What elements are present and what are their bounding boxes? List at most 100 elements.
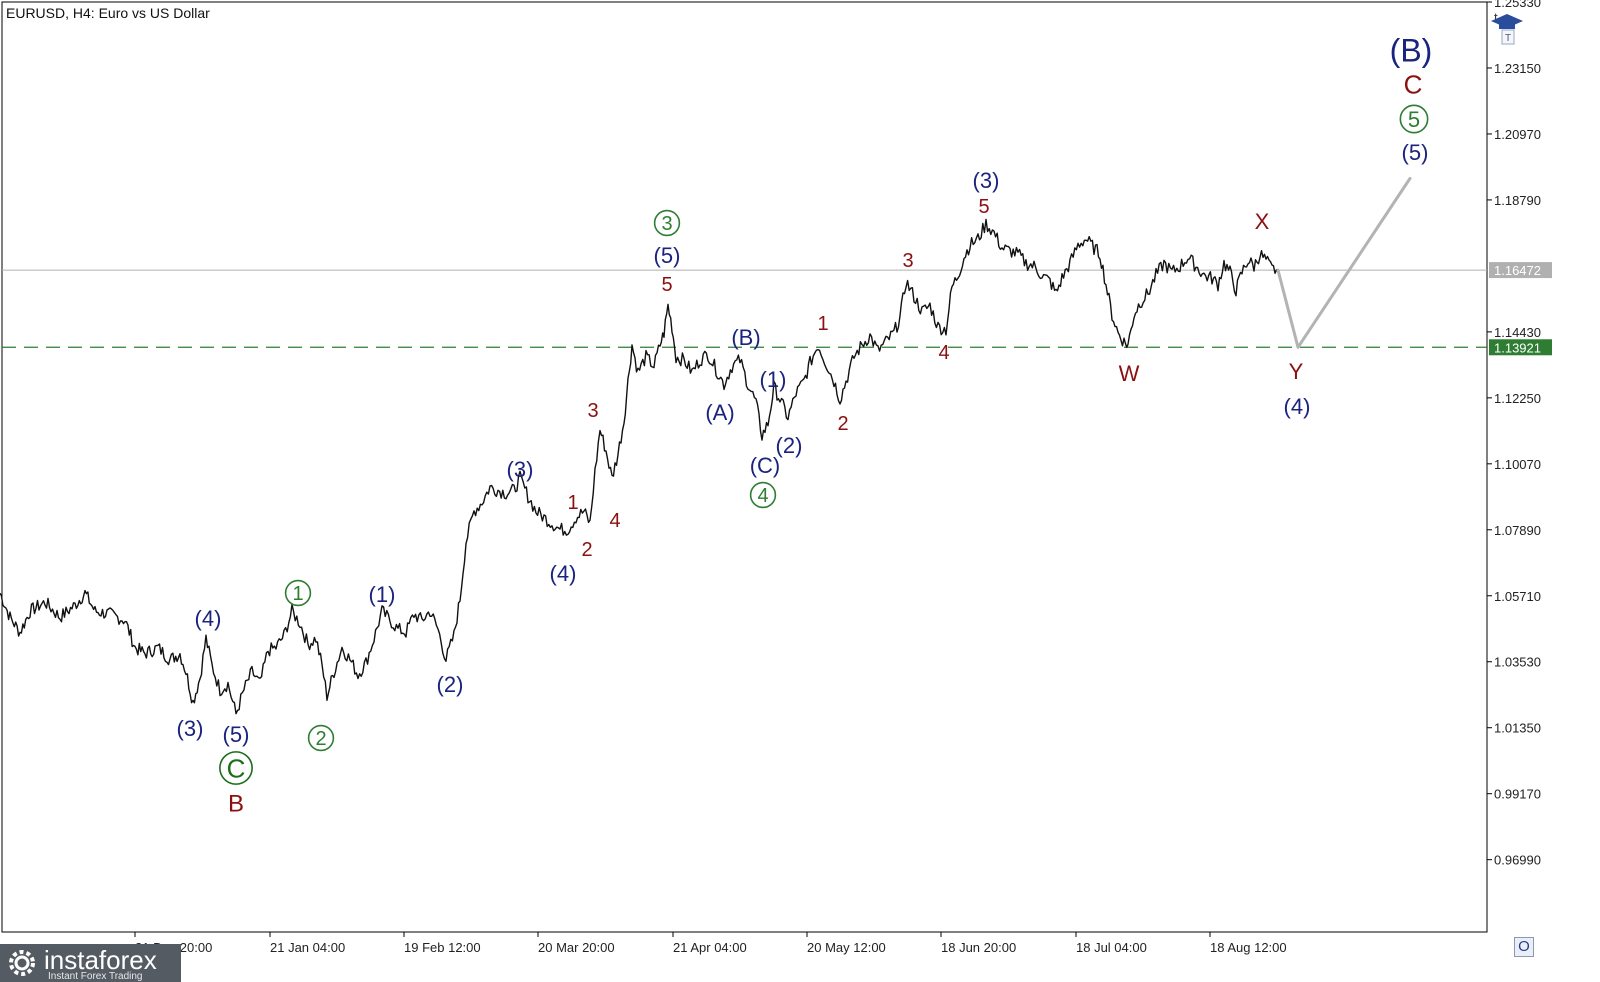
wave-label: (1) xyxy=(369,582,396,607)
wave-label: (B) xyxy=(1390,33,1433,69)
wave-label-text: 3 xyxy=(587,400,598,422)
y-tick-label: 1.05710 xyxy=(1494,589,1541,604)
wave-label-text: 3 xyxy=(661,213,672,235)
support-level-tag-label: 1.13921 xyxy=(1494,340,1541,355)
wave-label-text: (3) xyxy=(973,168,1000,193)
wave-label-text: (5) xyxy=(654,243,681,268)
wave-label-text: (1) xyxy=(369,582,396,607)
wave-label: 5 xyxy=(661,274,672,296)
plot-frame xyxy=(1,1,1488,933)
wave-label: 3 xyxy=(587,400,598,422)
wave-label: 4 xyxy=(749,481,777,509)
wave-label-text: 4 xyxy=(938,342,949,364)
wave-label: W xyxy=(1119,361,1140,386)
wave-label-text: (1) xyxy=(760,367,787,392)
wave-label: (A) xyxy=(705,400,734,425)
y-tick-label: 0.99170 xyxy=(1494,787,1541,802)
wave-label-text: (3) xyxy=(177,716,204,741)
price-series-line xyxy=(0,218,1279,715)
wave-label-text: (C) xyxy=(750,453,781,478)
wave-label: (4) xyxy=(550,561,577,586)
wave-label: 4 xyxy=(609,510,620,532)
wave-label-text: 2 xyxy=(315,728,326,750)
wave-label: (5) xyxy=(654,243,681,268)
y-tick-label: 1.23150 xyxy=(1494,61,1541,76)
wave-label-text: (B) xyxy=(731,325,760,350)
x-tick-label: 21 Apr 04:00 xyxy=(673,940,747,955)
wave-label: 3 xyxy=(902,250,913,272)
x-tick-label: 20 May 12:00 xyxy=(807,940,886,955)
wave-label-text: (4) xyxy=(195,606,222,631)
wave-label-text: 2 xyxy=(581,539,592,561)
wave-label: (4) xyxy=(1284,394,1311,419)
wave-label: 1 xyxy=(284,579,312,607)
wave-label: Y xyxy=(1289,359,1304,384)
wave-label-text: 1 xyxy=(567,492,578,514)
wave-label: 4 xyxy=(938,342,949,364)
wave-label: (3) xyxy=(973,168,1000,193)
wave-label-circle xyxy=(307,724,335,752)
wave-label-text: 4 xyxy=(757,485,768,507)
wave-label: C xyxy=(1404,69,1423,99)
wave-label-text: 3 xyxy=(902,250,913,272)
wave-label-circle xyxy=(653,209,681,237)
wave-label-text: Y xyxy=(1289,359,1304,384)
wave-label: 1 xyxy=(817,313,828,335)
wave-label-text: (2) xyxy=(437,672,464,697)
wave-label-text: W xyxy=(1119,361,1140,386)
wave-label-text: (5) xyxy=(223,722,250,747)
chart-title: EURUSD, H4: Euro vs US Dollar xyxy=(6,5,210,21)
one-click-trading-label[interactable]: t xyxy=(1494,10,1498,25)
y-tick-label: 1.10070 xyxy=(1494,457,1541,472)
chart-corner-icon[interactable]: O xyxy=(1514,937,1534,957)
wave-label-text: 5 xyxy=(661,274,672,296)
y-tick-label: 1.25330 xyxy=(1494,0,1541,10)
wave-label-text: 5 xyxy=(1408,107,1420,132)
y-tick-label: 1.14430 xyxy=(1494,325,1541,340)
graduation-cap-icon[interactable]: T xyxy=(1490,12,1524,46)
instaforex-logo: instaforex Instant Forex Trading xyxy=(0,944,181,982)
y-tick-label: 1.01350 xyxy=(1494,721,1541,736)
wave-label-text: (5) xyxy=(1402,140,1429,165)
wave-labels: (4) (3) (5) C B 1 2 (1) (2) (3) (4) 1 2 3 4 3 (5) 5 (B) (A)… xyxy=(177,33,1433,818)
wave-label: 5 xyxy=(978,196,989,218)
wave-label: (2) xyxy=(776,433,803,458)
wave-label: 2 xyxy=(307,724,335,752)
wave-label: (2) xyxy=(437,672,464,697)
svg-text:T: T xyxy=(1505,33,1511,44)
wave-label: 2 xyxy=(837,413,848,435)
price-axis: 1.25330 1.23150 1.20970 1.18790 1.14430 1.122… xyxy=(1487,0,1541,868)
wave-label: (4) xyxy=(195,606,222,631)
wave-label-text: B xyxy=(228,791,244,818)
x-tick-label: 20 Mar 20:00 xyxy=(538,940,615,955)
gear-icon xyxy=(9,950,35,976)
chart-gridlines xyxy=(1,1,1488,933)
wave-label-text: C xyxy=(1404,69,1423,99)
wave-label-text: (4) xyxy=(550,561,577,586)
wave-label-text: 4 xyxy=(609,510,620,532)
price-tags: 1.16472 1.13921 xyxy=(1489,262,1552,356)
wave-label-text: X xyxy=(1255,209,1270,234)
current-price-tag xyxy=(1489,262,1552,279)
wave-label-circle xyxy=(749,481,777,509)
logo-name: instaforex xyxy=(44,945,157,975)
wave-label-text: (3) xyxy=(507,457,534,482)
wave-label: 2 xyxy=(581,539,592,561)
wave-label-text: 2 xyxy=(837,413,848,435)
logo-tagline: Instant Forex Trading xyxy=(48,971,143,982)
wave-label-text: (A) xyxy=(705,400,734,425)
wave-label-circle xyxy=(284,579,312,607)
wave-label: (3) xyxy=(507,457,534,482)
wave-label: B xyxy=(228,791,244,818)
wave-label-text: (2) xyxy=(776,433,803,458)
wave-label-text: 1 xyxy=(292,583,303,605)
wave-label: (C) xyxy=(750,453,781,478)
y-tick-label: 1.03530 xyxy=(1494,655,1541,670)
wave-label: 5 xyxy=(1399,104,1429,134)
wave-label-text: (B) xyxy=(1390,33,1433,69)
x-tick-label: 21 Jan 04:00 xyxy=(270,940,345,955)
wave-label-text: 5 xyxy=(978,196,989,218)
horizontal-levels xyxy=(2,269,1487,348)
y-tick-label: 1.20970 xyxy=(1494,127,1541,142)
